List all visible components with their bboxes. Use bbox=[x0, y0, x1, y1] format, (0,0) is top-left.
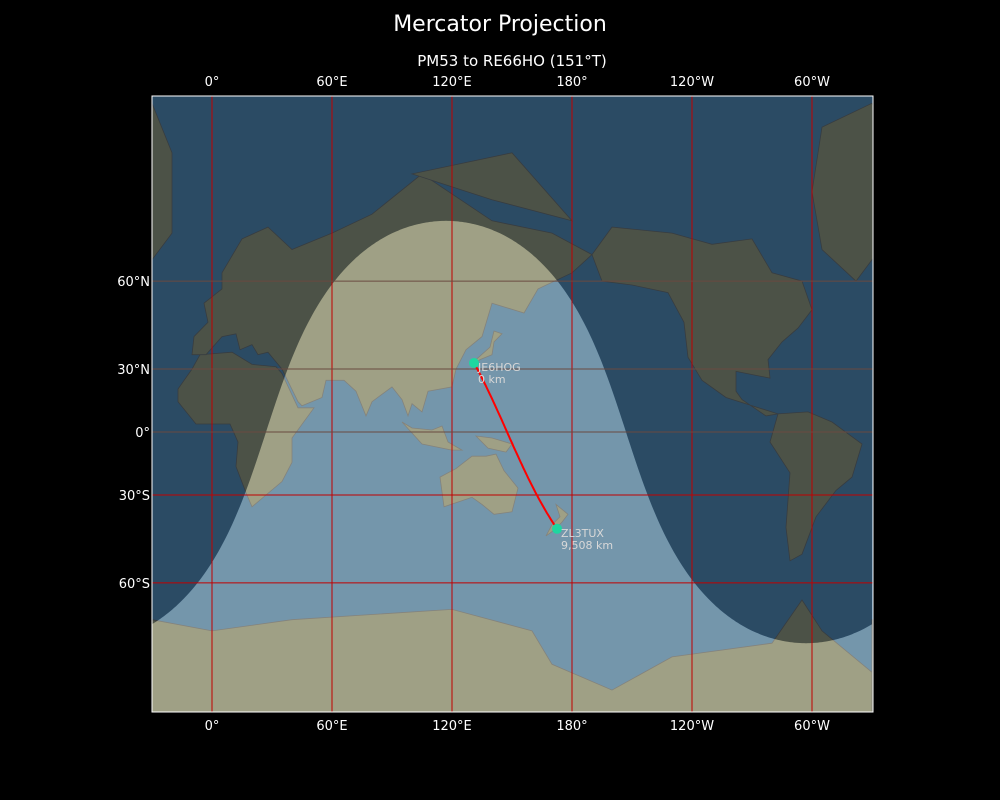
landmass bbox=[191, 173, 593, 418]
landmass bbox=[769, 411, 863, 562]
landmass bbox=[898, 352, 1000, 507]
station-marker bbox=[552, 523, 562, 534]
lon-tick-label-bottom: 60°E bbox=[316, 719, 347, 734]
lat-tick-label: 30°S bbox=[119, 489, 150, 504]
landmass bbox=[50, 412, 142, 561]
lon-tick-label-bottom: 0° bbox=[205, 719, 220, 734]
station-distance: 9,508 km bbox=[561, 539, 613, 552]
landmass bbox=[471, 330, 503, 367]
lon-tick-label-top: 60°E bbox=[316, 75, 347, 90]
station-callsign: JE6HOG bbox=[477, 361, 521, 374]
landmass bbox=[0, 227, 92, 416]
landmass bbox=[871, 619, 873, 712]
landmass bbox=[545, 503, 569, 537]
lon-tick-label-top: 0° bbox=[205, 75, 220, 90]
figure-title: Mercator Projection bbox=[393, 12, 607, 37]
lon-tick-label-bottom: 180° bbox=[556, 719, 587, 734]
lon-tick-label-top: 120°W bbox=[670, 75, 714, 90]
station-callsign: ZL3TUX bbox=[561, 527, 604, 540]
landmass bbox=[401, 421, 464, 451]
lon-tick-label-bottom: 120°W bbox=[670, 719, 714, 734]
map-subtitle: PM53 to RE66HO (151°T) bbox=[417, 52, 607, 70]
landmass bbox=[152, 102, 173, 261]
landmass bbox=[439, 453, 519, 515]
great-circle-path bbox=[473, 362, 558, 530]
station-marker bbox=[469, 357, 479, 368]
landmass bbox=[912, 174, 1000, 416]
lon-tick-label-bottom: 120°E bbox=[432, 719, 472, 734]
lat-tick-label: 60°N bbox=[117, 275, 150, 290]
station-distance: 0 km bbox=[478, 373, 506, 386]
landmass bbox=[152, 671, 153, 712]
lon-tick-label-top: 120°E bbox=[432, 75, 472, 90]
lat-tick-label: 60°S bbox=[119, 577, 150, 592]
plot-frame bbox=[151, 95, 874, 713]
lon-tick-label-top: 180° bbox=[556, 75, 587, 90]
lat-tick-label: 0° bbox=[135, 426, 150, 441]
lon-tick-label-bottom: 60°W bbox=[794, 719, 830, 734]
lon-tick-label-top: 60°W bbox=[794, 75, 830, 90]
graticule bbox=[152, 96, 873, 712]
lat-tick-label: 30°N bbox=[117, 363, 150, 378]
landmass bbox=[474, 435, 513, 453]
landmass bbox=[811, 102, 873, 282]
